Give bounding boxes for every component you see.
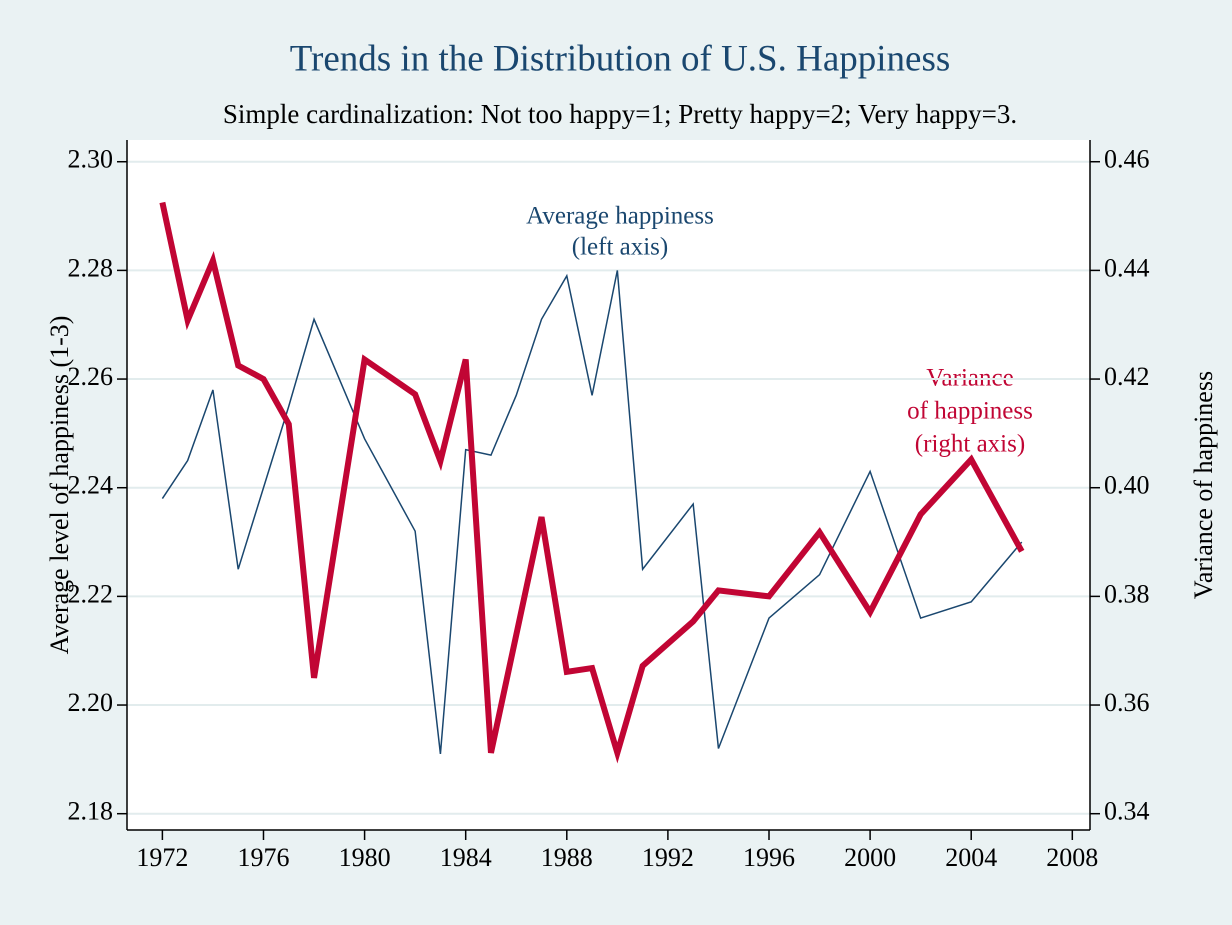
- chart-title: Trends in the Distribution of U.S. Happi…: [290, 38, 951, 79]
- annotation: (left axis): [572, 234, 668, 261]
- y2-tick-label: 0.36: [1104, 688, 1150, 717]
- x-tick-label: 1980: [339, 843, 391, 872]
- y2-tick-label: 0.40: [1104, 471, 1150, 500]
- y2-tick-label: 0.44: [1104, 253, 1150, 282]
- x-tick-label: 1976: [237, 843, 289, 872]
- annotation: Average happiness: [526, 203, 714, 230]
- y2-tick-label: 0.34: [1104, 797, 1150, 826]
- x-tick-label: 2008: [1046, 843, 1098, 872]
- y-tick-label: 2.26: [68, 362, 114, 391]
- y-tick-label: 2.22: [68, 579, 114, 608]
- y-tick-label: 2.18: [68, 797, 114, 826]
- y-tick-label: 2.28: [68, 253, 114, 282]
- x-tick-label: 1992: [642, 843, 694, 872]
- x-tick-label: 1988: [541, 843, 593, 872]
- x-tick-label: 2000: [844, 843, 896, 872]
- annotation: of happiness: [907, 398, 1033, 425]
- chart-subtitle: Simple cardinalization: Not too happy=1;…: [223, 99, 1017, 129]
- y2-tick-label: 0.42: [1104, 362, 1150, 391]
- y2-axis-title: Variance of happiness: [1189, 371, 1218, 599]
- x-tick-label: 1972: [136, 843, 188, 872]
- y-tick-label: 2.24: [68, 471, 114, 500]
- y-axis-title: Average level of happiness (1-3): [45, 316, 74, 655]
- y-tick-label: 2.30: [68, 145, 114, 174]
- y2-tick-label: 0.46: [1104, 145, 1150, 174]
- annotation: (right axis): [915, 431, 1025, 458]
- x-tick-label: 1996: [743, 843, 795, 872]
- x-tick-label: 1984: [440, 843, 492, 872]
- x-tick-label: 2004: [945, 843, 997, 872]
- y-tick-label: 2.20: [68, 688, 114, 717]
- series-line: [159, 201, 1025, 764]
- series-line: [161, 270, 1023, 755]
- y2-tick-label: 0.38: [1104, 579, 1150, 608]
